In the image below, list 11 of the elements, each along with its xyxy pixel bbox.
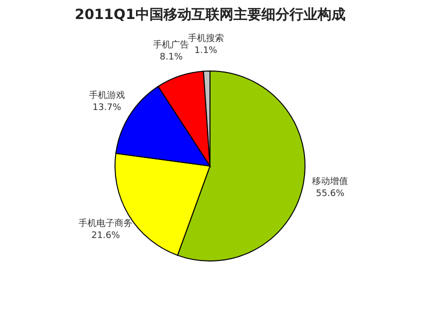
slice-label: 移动增值 (312, 176, 348, 188)
slice-label: 手机广告 (153, 39, 190, 50)
data-label: 21.6% (91, 231, 120, 242)
data-label: 8.1% (160, 52, 184, 62)
slice-label: 手机电子商务 (78, 218, 133, 230)
data-label: 13.7% (92, 102, 122, 113)
data-label: 55.6% (316, 189, 345, 200)
slice-label: 手机游戏 (88, 90, 125, 101)
data-label: 1.1% (194, 46, 218, 56)
chart-title: 2011Q1中国移动互联网主要细分行业构成 (74, 6, 346, 23)
slice-label: 手机搜索 (188, 33, 224, 44)
